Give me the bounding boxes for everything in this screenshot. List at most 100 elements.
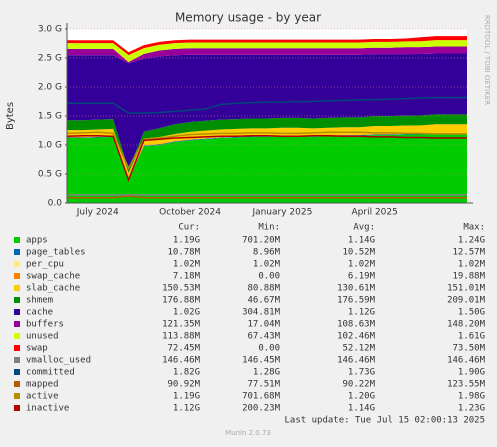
legend-label: apps (26, 236, 48, 246)
legend-label: committed (26, 368, 75, 378)
legend-stat: 176.88M (162, 296, 201, 306)
y-tick-label: 0.0 (48, 199, 63, 209)
legend-stat: 1.02G (173, 308, 200, 318)
legend-stat: 17.04M (247, 320, 280, 330)
legend-stat: 113.88M (162, 332, 201, 342)
legend-stat: 1.19G (173, 236, 200, 246)
legend-label: per_cpu (26, 260, 64, 270)
legend-label: inactive (26, 404, 69, 414)
legend-stat: 121.35M (162, 320, 201, 330)
x-tick-label: October 2024 (159, 208, 221, 218)
legend-swatch (14, 393, 20, 399)
legend-swatch (14, 249, 20, 255)
column-header: Min: (258, 223, 280, 233)
legend-stat: 1.61G (458, 332, 485, 342)
legend-stat: 150.53M (162, 284, 201, 294)
legend-stat: 148.20M (447, 320, 486, 330)
legend-label: swap_cache (26, 272, 80, 282)
legend-stat: 90.22M (342, 380, 375, 390)
legend-stat: 1.02M (253, 260, 281, 270)
y-tick-label: 3.0 G (38, 25, 62, 35)
legend-stat: 102.46M (337, 332, 376, 342)
legend-label: slab_cache (26, 284, 80, 294)
legend-swatch (14, 261, 20, 267)
legend-label: unused (26, 332, 59, 342)
legend-stat: 1.23G (458, 404, 485, 414)
legend-stat: 7.18M (173, 272, 201, 282)
legend-swatch (14, 237, 20, 243)
legend-stat: 77.51M (247, 380, 280, 390)
legend-stat: 1.14G (348, 236, 375, 246)
legend-stat: 6.19M (348, 272, 376, 282)
legend-label: buffers (26, 320, 64, 330)
legend-stat: 0.00 (258, 272, 280, 282)
legend-stat: 146.46M (337, 356, 376, 366)
area (67, 40, 467, 63)
legend-stat: 19.88M (452, 272, 485, 282)
x-tick-label: January 2025 (251, 208, 312, 218)
legend-stat: 1.20G (348, 392, 375, 402)
legend-swatch (14, 357, 20, 363)
legend-stat: 1.12G (173, 404, 200, 414)
legend-stat: 52.12M (342, 344, 375, 354)
line (66, 131, 467, 170)
column-header: Cur: (178, 223, 200, 233)
legend-stat: 12.57M (452, 248, 485, 258)
legend-stat: 73.50M (452, 344, 485, 354)
y-tick-label: 0.5 G (38, 170, 62, 180)
legend-stat: 1.28G (253, 368, 280, 378)
legend-stat: 90.92M (167, 380, 200, 390)
y-tick-label: 2.0 G (38, 83, 62, 93)
legend-stat: 1.24G (458, 236, 485, 246)
legend-label: swap (26, 344, 48, 354)
legend-stat: 1.12G (348, 308, 375, 318)
y-axis-label: Bytes (5, 102, 16, 130)
footer: Munin 2.0.73 (225, 429, 271, 437)
legend-stat: 200.23M (242, 404, 281, 414)
area (67, 36, 467, 56)
legend-stat: 146.45M (242, 356, 281, 366)
line (67, 96, 467, 114)
legend-swatch (14, 309, 20, 315)
area (67, 114, 467, 173)
legend-swatch (14, 321, 20, 327)
legend-swatch (14, 405, 20, 411)
x-tick-label: April 2025 (352, 208, 398, 218)
legend-stat: 72.45M (167, 344, 200, 354)
legend-stat: 1.14G (348, 404, 375, 414)
legend-swatch (14, 333, 20, 339)
y-tick-label: 1.5 G (38, 112, 62, 122)
legend-label: mapped (26, 380, 59, 390)
area (67, 53, 467, 170)
legend-stat: 67.43M (247, 332, 280, 342)
line (67, 195, 467, 199)
column-header: Max: (463, 223, 485, 233)
legend-stat: 46.67M (247, 296, 280, 306)
legend-stat: 1.02M (173, 260, 201, 270)
legend-label: shmem (26, 296, 53, 306)
legend-stat: 130.61M (337, 284, 376, 294)
legend-stat: 304.81M (242, 308, 281, 318)
legend-stat: 0.00 (258, 344, 280, 354)
x-tick-label: July 2024 (76, 208, 119, 218)
legend-stat: 146.46M (162, 356, 201, 366)
legend-swatch (14, 369, 20, 375)
legend-stat: 1.50G (458, 308, 485, 318)
legend-stat: 1.02M (348, 260, 376, 270)
legend-stat: 701.20M (242, 236, 281, 246)
legend-stat: 1.73G (348, 368, 375, 378)
area (67, 133, 467, 203)
legend-stat: 108.63M (337, 320, 376, 330)
legend-stat: 1.02M (458, 260, 486, 270)
legend-stat: 123.55M (447, 380, 486, 390)
line (66, 134, 467, 182)
legend-stat: 146.46M (447, 356, 486, 366)
legend-stat: 80.88M (247, 284, 280, 294)
legend-stat: 10.78M (167, 248, 200, 258)
legend-stat: 1.19G (173, 392, 200, 402)
legend-swatch (14, 285, 20, 291)
legend-stat: 701.68M (242, 392, 281, 402)
plot (66, 36, 467, 203)
legend-stat: 1.82G (173, 368, 200, 378)
